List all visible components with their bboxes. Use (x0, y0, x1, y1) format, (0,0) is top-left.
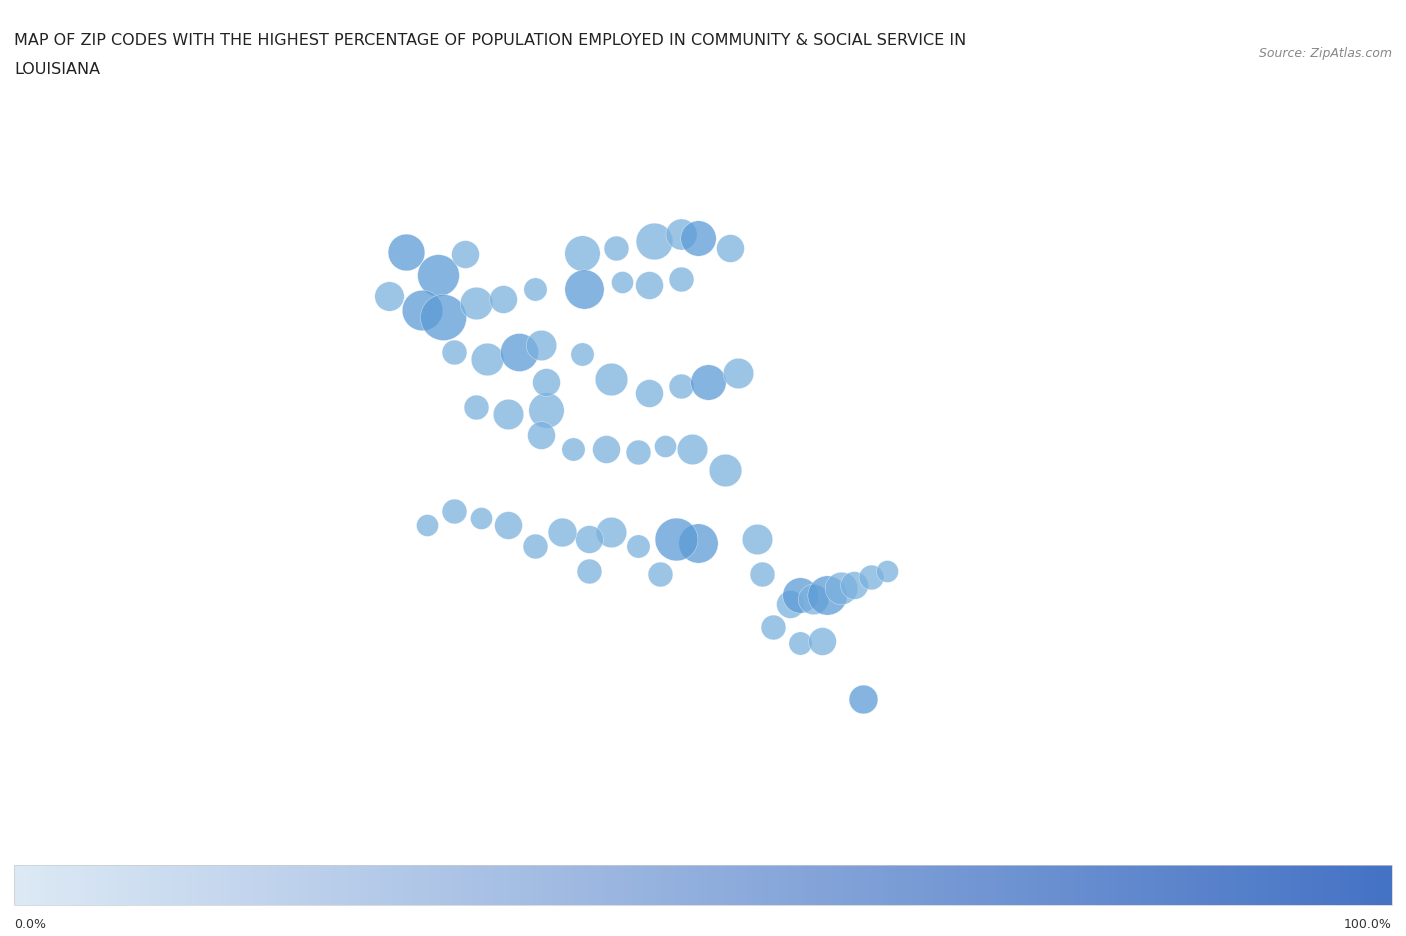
Point (727, 366, 749, 381)
Point (600, 373, 623, 388)
Point (530, 428, 553, 443)
Point (697, 375, 720, 390)
Point (718, 241, 741, 256)
Point (876, 564, 898, 579)
Point (610, 275, 633, 290)
Point (524, 539, 547, 554)
Point (492, 292, 515, 307)
Point (443, 505, 465, 519)
Point (411, 303, 433, 318)
Point (789, 636, 811, 651)
Text: LOUISIANA: LOUISIANA (14, 62, 100, 77)
Point (498, 407, 520, 422)
Point (508, 344, 530, 359)
Point (686, 536, 709, 551)
Point (470, 511, 492, 526)
Point (830, 580, 852, 595)
Point (713, 462, 735, 477)
Point (600, 525, 623, 540)
Point (844, 578, 866, 592)
Point (571, 246, 593, 261)
Text: Source: ZipAtlas.com: Source: ZipAtlas.com (1258, 47, 1392, 60)
Point (605, 241, 627, 256)
Point (745, 533, 768, 548)
Point (595, 442, 617, 457)
Text: 0.0%: 0.0% (14, 917, 46, 930)
Point (498, 519, 520, 534)
Point (852, 692, 875, 707)
Point (801, 592, 824, 607)
Point (815, 588, 838, 603)
Point (751, 567, 773, 582)
Point (648, 567, 671, 582)
Point (464, 297, 486, 312)
Point (578, 533, 600, 548)
Point (789, 588, 811, 603)
Point (686, 231, 709, 246)
Point (671, 379, 693, 394)
Point (578, 564, 600, 579)
Point (627, 539, 650, 554)
Point (654, 439, 676, 454)
Point (524, 283, 547, 298)
Point (671, 227, 693, 241)
Point (665, 533, 688, 548)
Point (643, 234, 665, 249)
Point (475, 352, 498, 367)
Point (859, 570, 882, 585)
Point (638, 387, 661, 402)
Point (562, 442, 585, 457)
Point (572, 283, 595, 298)
Point (762, 620, 785, 635)
Point (432, 310, 454, 325)
Text: MAP OF ZIP CODES WITH THE HIGHEST PERCENTAGE OF POPULATION EMPLOYED IN COMMUNITY: MAP OF ZIP CODES WITH THE HIGHEST PERCEN… (14, 33, 966, 48)
Point (811, 634, 834, 649)
Point (779, 597, 801, 612)
Point (394, 245, 416, 260)
Point (530, 338, 553, 353)
Point (681, 442, 703, 457)
Point (671, 272, 693, 287)
Point (627, 445, 650, 460)
Point (378, 289, 401, 304)
Text: 100.0%: 100.0% (1344, 917, 1392, 930)
Point (416, 519, 439, 534)
Point (427, 269, 450, 284)
Point (443, 344, 465, 359)
Point (571, 347, 593, 362)
Point (534, 375, 557, 390)
Point (638, 278, 661, 293)
Point (464, 401, 486, 416)
Point (534, 403, 557, 418)
Point (551, 525, 574, 540)
Point (454, 248, 477, 263)
